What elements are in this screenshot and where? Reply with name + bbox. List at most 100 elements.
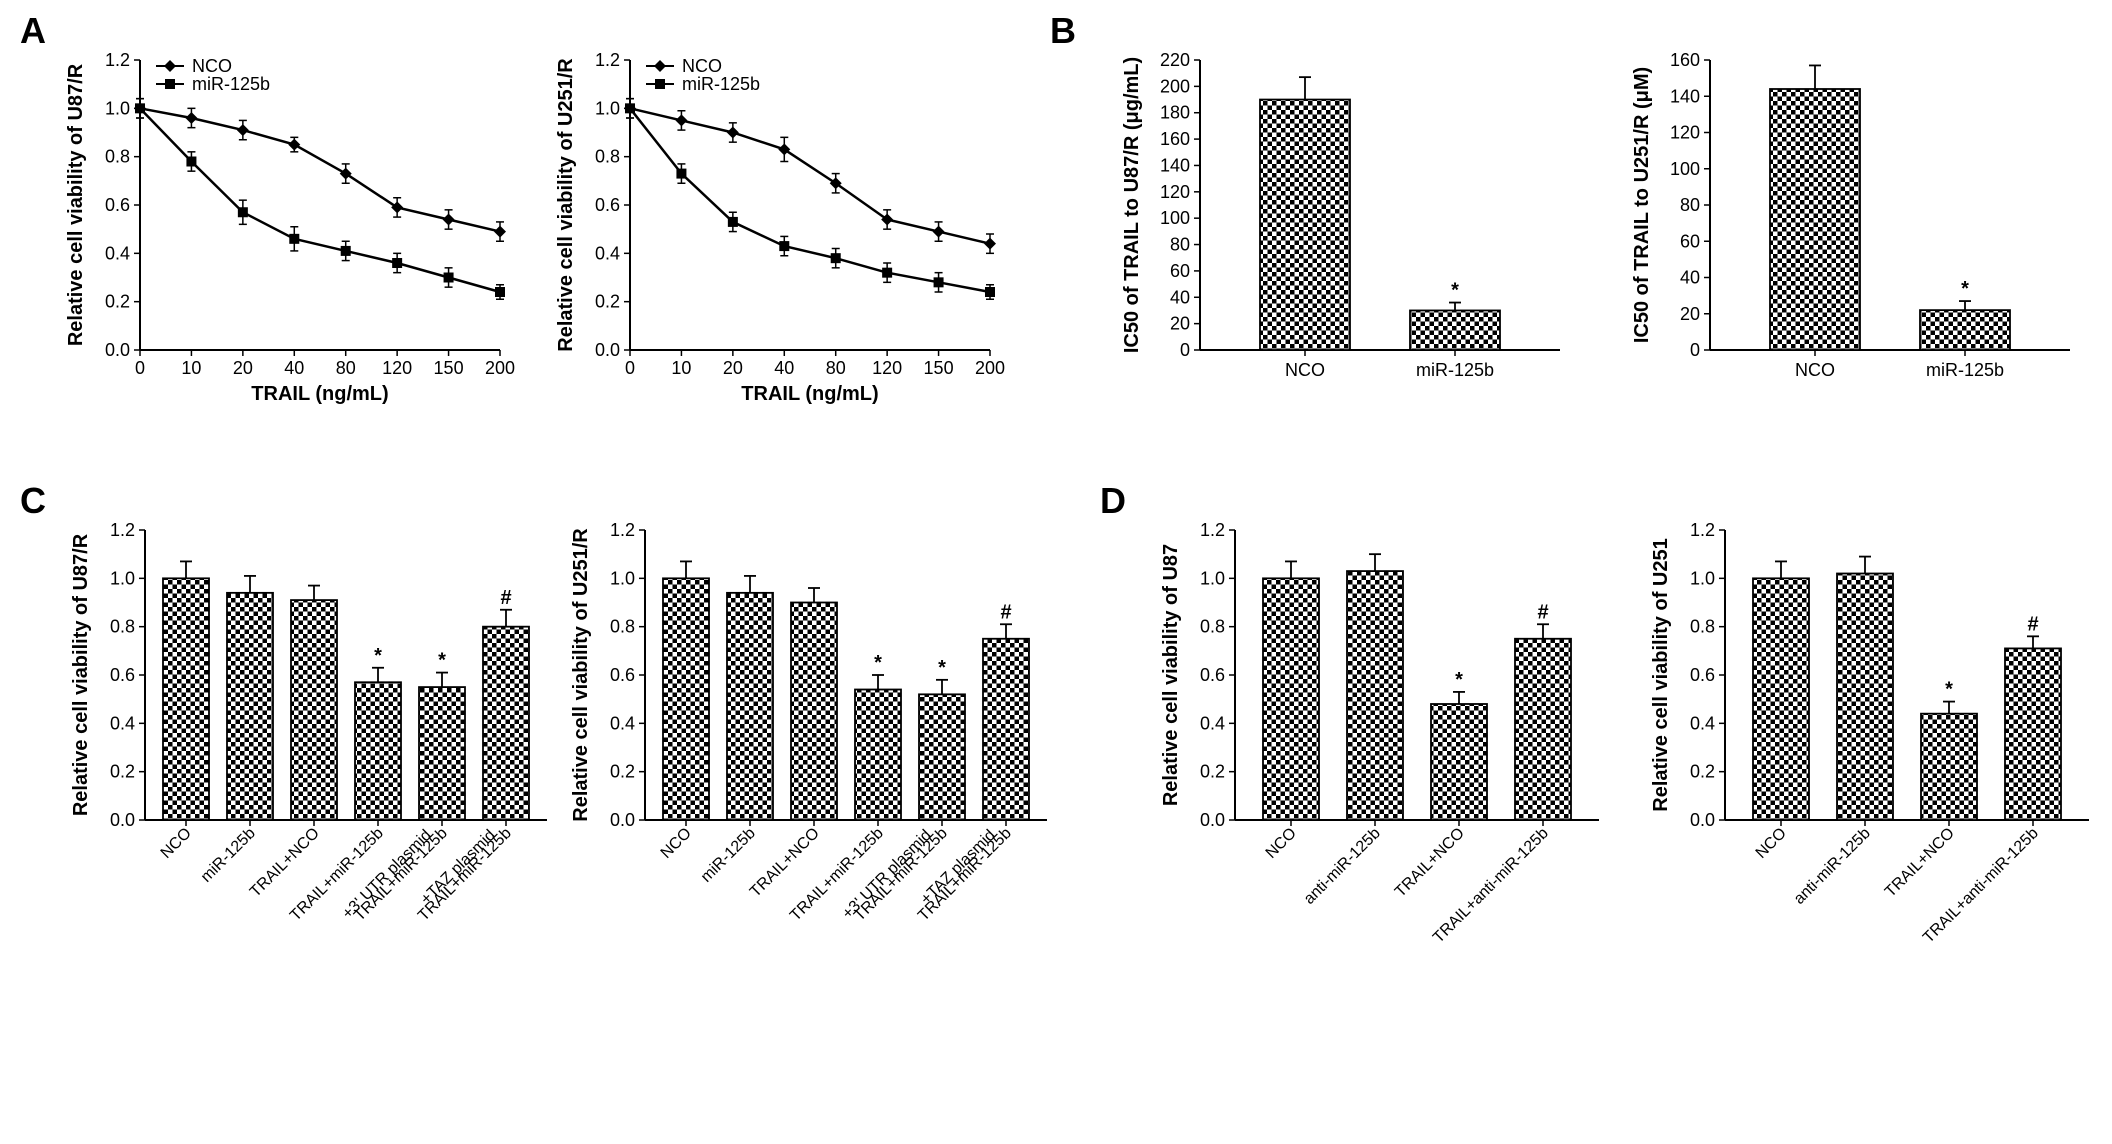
svg-text:*: * — [374, 645, 382, 667]
svg-text:40: 40 — [1170, 287, 1190, 307]
svg-text:40: 40 — [1680, 268, 1700, 288]
svg-text:anti-miR-125b: anti-miR-125b — [1301, 825, 1384, 908]
svg-text:60: 60 — [1680, 231, 1700, 251]
svg-text:1.0: 1.0 — [1690, 568, 1715, 588]
svg-text:0.8: 0.8 — [1690, 617, 1715, 637]
svg-text:1.0: 1.0 — [595, 98, 620, 118]
svg-text:100: 100 — [1160, 208, 1190, 228]
svg-text:Relative cell viability of U25: Relative cell viability of U251 — [1650, 538, 1672, 811]
svg-text:0: 0 — [1180, 340, 1190, 360]
svg-text:#: # — [1537, 601, 1548, 623]
svg-text:Relative cell viability of U25: Relative cell viability of U251/R — [570, 528, 592, 822]
svg-text:80: 80 — [336, 358, 356, 378]
svg-text:80: 80 — [1170, 235, 1190, 255]
svg-text:NCO: NCO — [1285, 360, 1325, 380]
svg-text:*: * — [1455, 669, 1463, 691]
svg-text:150: 150 — [434, 358, 464, 378]
svg-text:200: 200 — [485, 358, 515, 378]
svg-text:140: 140 — [1670, 86, 1700, 106]
svg-text:20: 20 — [1680, 304, 1700, 324]
svg-text:0.8: 0.8 — [610, 617, 635, 637]
svg-text:0.6: 0.6 — [595, 195, 620, 215]
svg-text:0.2: 0.2 — [105, 292, 130, 312]
svg-text:0.6: 0.6 — [110, 665, 135, 685]
svg-text:1.0: 1.0 — [1200, 568, 1225, 588]
svg-text:10: 10 — [181, 358, 201, 378]
svg-text:NCO: NCO — [658, 825, 695, 862]
svg-text:0.6: 0.6 — [610, 665, 635, 685]
svg-text:120: 120 — [1670, 123, 1700, 143]
svg-text:*: * — [1451, 280, 1459, 302]
svg-text:200: 200 — [975, 358, 1005, 378]
svg-text:NCO: NCO — [682, 56, 722, 76]
svg-text:160: 160 — [1670, 50, 1700, 70]
svg-text:TRAIL (ng/mL): TRAIL (ng/mL) — [741, 383, 878, 405]
svg-text:220: 220 — [1160, 50, 1190, 70]
svg-text:NCO: NCO — [1795, 360, 1835, 380]
svg-text:0.8: 0.8 — [110, 617, 135, 637]
svg-text:0.2: 0.2 — [110, 762, 135, 782]
svg-text:0: 0 — [625, 358, 635, 378]
svg-text:160: 160 — [1160, 129, 1190, 149]
svg-text:NCO: NCO — [192, 56, 232, 76]
svg-text:40: 40 — [774, 358, 794, 378]
chart-c-left: 0.00.20.40.60.81.01.2Relative cell viabi… — [60, 490, 567, 1130]
svg-text:0.2: 0.2 — [1200, 762, 1225, 782]
svg-text:1.0: 1.0 — [610, 568, 635, 588]
svg-text:*: * — [938, 657, 946, 679]
svg-text:*: * — [438, 650, 446, 672]
svg-text:100: 100 — [1670, 159, 1700, 179]
svg-text:NCO: NCO — [1263, 825, 1300, 862]
svg-text:0.4: 0.4 — [1690, 713, 1715, 733]
svg-text:0.4: 0.4 — [105, 243, 130, 263]
svg-text:Relative cell viability of U87: Relative cell viability of U87/R — [65, 63, 87, 346]
svg-text:0.6: 0.6 — [1690, 665, 1715, 685]
svg-text:0.0: 0.0 — [105, 340, 130, 360]
svg-text:1.0: 1.0 — [105, 98, 130, 118]
svg-text:1.2: 1.2 — [595, 50, 620, 70]
svg-text:#: # — [500, 587, 511, 609]
svg-text:120: 120 — [872, 358, 902, 378]
svg-text:#: # — [2027, 613, 2038, 635]
svg-text:#: # — [1000, 601, 1011, 623]
svg-text:0.8: 0.8 — [1200, 617, 1225, 637]
svg-text:20: 20 — [233, 358, 253, 378]
svg-text:120: 120 — [382, 358, 412, 378]
svg-text:80: 80 — [826, 358, 846, 378]
svg-text:1.2: 1.2 — [610, 520, 635, 540]
svg-text:*: * — [1961, 278, 1969, 300]
chart-d-right: 0.00.20.40.60.81.01.2Relative cell viabi… — [1640, 490, 2109, 1090]
svg-text:0.2: 0.2 — [1690, 762, 1715, 782]
svg-text:0.6: 0.6 — [1200, 665, 1225, 685]
chart-d-left: 0.00.20.40.60.81.01.2Relative cell viabi… — [1150, 490, 1619, 1090]
svg-text:0.2: 0.2 — [595, 292, 620, 312]
svg-text:40: 40 — [284, 358, 304, 378]
svg-text:20: 20 — [723, 358, 743, 378]
svg-text:NCO: NCO — [1753, 825, 1790, 862]
svg-text:0.0: 0.0 — [1200, 810, 1225, 830]
svg-text:0.0: 0.0 — [1690, 810, 1715, 830]
svg-text:0.0: 0.0 — [610, 810, 635, 830]
svg-text:120: 120 — [1160, 182, 1190, 202]
svg-text:Relative cell viability of U87: Relative cell viability of U87/R — [70, 533, 92, 816]
svg-text:1.0: 1.0 — [110, 568, 135, 588]
svg-text:60: 60 — [1170, 261, 1190, 281]
chart-a-left: 0.00.20.40.60.81.01.2Relative cell viabi… — [60, 20, 530, 440]
svg-text:miR-125b: miR-125b — [1416, 360, 1494, 380]
svg-text:miR-125b: miR-125b — [1926, 360, 2004, 380]
svg-text:IC50 of TRAIL to U87/R (μg/mL): IC50 of TRAIL to U87/R (μg/mL) — [1121, 57, 1143, 353]
svg-text:anti-miR-125b: anti-miR-125b — [1791, 825, 1874, 908]
svg-text:0.2: 0.2 — [610, 762, 635, 782]
svg-text:1.2: 1.2 — [1200, 520, 1225, 540]
svg-text:1.2: 1.2 — [105, 50, 130, 70]
chart-b-right: 0 20 40 60 80 100 120 140 160 IC50 of TRAIL to U2… — [1620, 20, 2090, 420]
svg-text:0.4: 0.4 — [610, 713, 635, 733]
svg-text:0.6: 0.6 — [105, 195, 130, 215]
svg-text:miR-125b: miR-125b — [698, 825, 759, 886]
svg-text:Relative cell viability of U87: Relative cell viability of U87 — [1160, 544, 1182, 806]
svg-text:20: 20 — [1170, 314, 1190, 334]
svg-text:0: 0 — [1690, 340, 1700, 360]
svg-text:IC50 of TRAIL to U251/R (μM): IC50 of TRAIL to U251/R (μM) — [1631, 67, 1653, 343]
chart-c-right: 0.0 0.2 0.4 0.6 0.8 1.0 1.2 Relative cell viabi… — [560, 490, 1067, 1130]
svg-text:80: 80 — [1680, 195, 1700, 215]
